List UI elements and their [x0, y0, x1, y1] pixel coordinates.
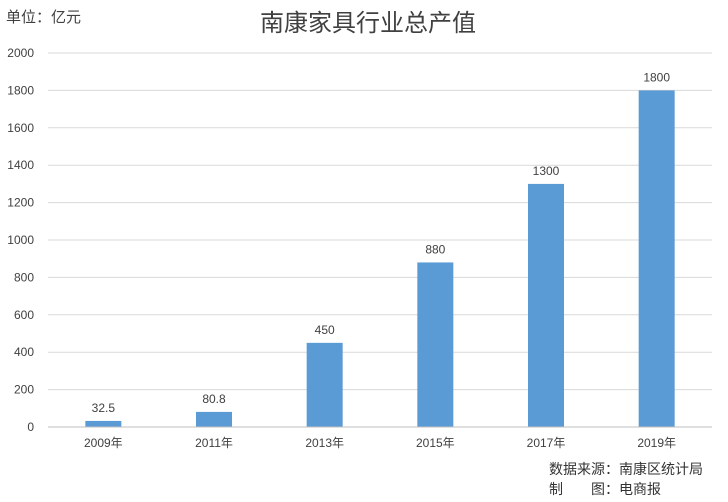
y-tick-label: 1800 — [7, 83, 34, 97]
bar — [306, 342, 343, 427]
data-label: 80.8 — [202, 392, 226, 406]
chart-maker-note: 制 图：电商报 — [549, 482, 661, 498]
bar — [417, 262, 454, 427]
y-tick-label: 200 — [14, 383, 34, 397]
x-tick-label: 2019年 — [637, 436, 676, 450]
data-label: 880 — [425, 242, 445, 256]
x-axis-ticks: 2009年 2011年 2013年 2015年 2017年 2019年 — [84, 436, 676, 450]
y-tick-label: 2000 — [7, 46, 34, 60]
x-tick-label: 2017年 — [527, 436, 566, 450]
unit-label: 单位：亿元 — [6, 8, 81, 26]
y-tick-label: 800 — [14, 270, 34, 284]
x-tick-label: 2011年 — [195, 436, 233, 450]
data-labels: 32.5 80.8 450 880 1300 1800 — [92, 70, 671, 415]
y-axis-ticks: 0 200 400 600 800 1000 1200 1400 1600 1800 2000 — [7, 46, 34, 434]
bar — [528, 183, 564, 427]
x-tick-label: 2015年 — [416, 436, 455, 450]
bar — [638, 90, 675, 428]
x-tick-label: 2013年 — [305, 436, 344, 450]
y-tick-label: 0 — [27, 420, 34, 434]
y-tick-label: 400 — [14, 345, 34, 359]
gridlines — [48, 52, 712, 391]
bar — [196, 411, 232, 427]
x-tick-label: 2009年 — [84, 436, 123, 450]
data-label: 1300 — [533, 164, 560, 178]
data-label: 450 — [315, 323, 335, 337]
y-tick-label: 600 — [14, 308, 34, 322]
data-source-note: 数据来源：南康区统计局 — [549, 461, 703, 478]
y-tick-label: 1400 — [7, 158, 34, 172]
bar — [85, 420, 122, 427]
bars — [85, 90, 675, 428]
chart-title: 南康家具行业总产值 — [260, 9, 476, 37]
y-tick-label: 1200 — [7, 196, 34, 210]
y-tick-label: 1000 — [7, 233, 34, 247]
y-tick-label: 1600 — [7, 121, 34, 135]
data-label: 32.5 — [92, 401, 116, 415]
data-label: 1800 — [643, 70, 670, 84]
